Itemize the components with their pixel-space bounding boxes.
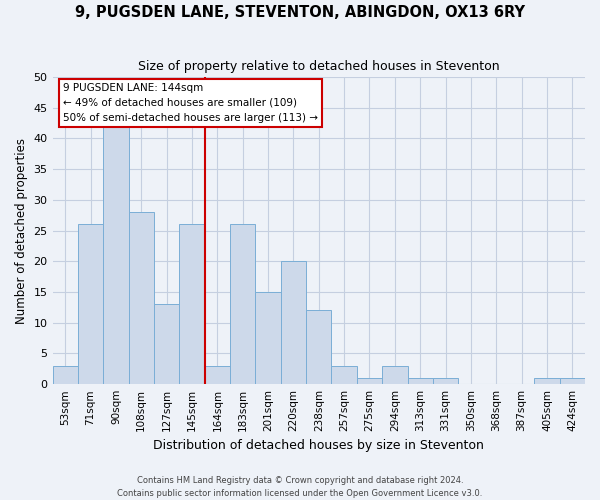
Bar [306, 310, 331, 384]
Bar [433, 378, 458, 384]
Bar [560, 378, 585, 384]
X-axis label: Distribution of detached houses by size in Steventon: Distribution of detached houses by size … [154, 440, 484, 452]
Bar [154, 304, 179, 384]
Text: 9, PUGSDEN LANE, STEVENTON, ABINGDON, OX13 6RY: 9, PUGSDEN LANE, STEVENTON, ABINGDON, OX… [75, 5, 525, 20]
Bar [103, 126, 128, 384]
Bar [534, 378, 560, 384]
Title: Size of property relative to detached houses in Steventon: Size of property relative to detached ho… [138, 60, 500, 73]
Bar [382, 366, 407, 384]
Bar [53, 366, 78, 384]
Bar [205, 366, 230, 384]
Bar [281, 262, 306, 384]
Text: 9 PUGSDEN LANE: 144sqm
← 49% of detached houses are smaller (109)
50% of semi-de: 9 PUGSDEN LANE: 144sqm ← 49% of detached… [63, 83, 318, 122]
Bar [331, 366, 357, 384]
Bar [256, 292, 281, 384]
Bar [128, 212, 154, 384]
Text: Contains HM Land Registry data © Crown copyright and database right 2024.
Contai: Contains HM Land Registry data © Crown c… [118, 476, 482, 498]
Bar [179, 224, 205, 384]
Bar [357, 378, 382, 384]
Bar [407, 378, 433, 384]
Bar [78, 224, 103, 384]
Y-axis label: Number of detached properties: Number of detached properties [15, 138, 28, 324]
Bar [230, 224, 256, 384]
